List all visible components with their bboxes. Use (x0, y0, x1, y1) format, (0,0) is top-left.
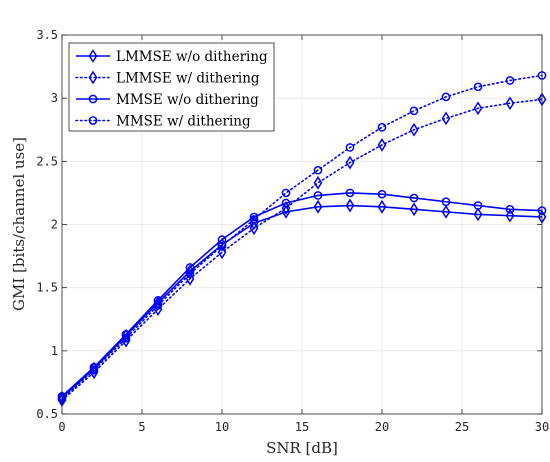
data-point (473, 201, 483, 210)
data-point (217, 245, 227, 260)
y-tick-label: 0.5 (36, 407, 58, 421)
x-tick-label: 10 (215, 420, 229, 434)
data-point (377, 122, 387, 132)
data-point (505, 76, 515, 85)
data-point (345, 143, 355, 152)
x-tick-label: 0 (58, 420, 65, 434)
data-point (441, 204, 451, 219)
x-tick-label: 20 (375, 420, 389, 434)
data-point (345, 198, 355, 213)
data-point (185, 263, 195, 272)
legend-label: MMSE w/o dithering (116, 92, 259, 108)
y-tick-label: 2 (51, 218, 58, 232)
data-point (313, 175, 323, 190)
y-tick-label: 3.5 (36, 28, 58, 42)
data-point (89, 362, 99, 372)
data-point (345, 155, 355, 170)
data-point (121, 330, 131, 339)
axis-ticks: 0 5 10 15 20 25 30 0.5 1 1.5 2 2.5 3 3.5 (36, 28, 549, 434)
data-point (313, 199, 323, 214)
data-point (473, 101, 483, 116)
data-point (505, 208, 515, 223)
legend-entry: LMMSE w/o dithering (76, 49, 268, 65)
data-point (441, 92, 451, 102)
data-point (153, 295, 163, 305)
data-point (281, 188, 291, 198)
data-point (345, 188, 355, 198)
data-point (313, 191, 323, 200)
series-line (61, 74, 543, 400)
x-tick-label: 5 (138, 420, 145, 434)
data-point (89, 365, 99, 375)
data-point (217, 241, 227, 251)
x-axis-label: SNR [dB] (266, 439, 338, 457)
y-tick-label: 1 (51, 344, 58, 358)
data-point (473, 207, 483, 222)
data-point (409, 202, 419, 217)
data-point (121, 333, 131, 343)
series-line (61, 204, 543, 399)
data-point (185, 269, 195, 279)
legend-entry: MMSE w/ dithering (75, 114, 251, 130)
data-point (121, 333, 131, 348)
data-point (153, 301, 163, 310)
y-tick-label: 2.5 (36, 154, 58, 168)
legend-marker (88, 116, 98, 125)
data-point (217, 235, 227, 245)
series-mmse-w-dithering (57, 71, 547, 404)
data-point (249, 221, 259, 236)
y-tick-label: 1.5 (36, 281, 58, 295)
legend-label: LMMSE w/o dithering (116, 49, 268, 65)
legend-label: LMMSE w/ dithering (116, 71, 260, 87)
legend-box (68, 42, 275, 132)
data-point (473, 82, 483, 92)
data-point (377, 199, 387, 214)
data-point (249, 215, 259, 224)
legend-entry: LMMSE w/ dithering (75, 70, 260, 87)
series-layer (57, 71, 547, 408)
data-point (441, 111, 451, 126)
y-axis-label: GMI [bits/channel use] (10, 137, 28, 311)
legend-entry: MMSE w/o dithering (76, 92, 259, 108)
legend-marker (88, 70, 98, 85)
x-tick-label: 30 (535, 420, 549, 434)
y-tick-label: 3 (51, 91, 58, 105)
x-tick-label: 25 (455, 420, 469, 434)
series-line (61, 192, 543, 397)
series-mmse-w-o-dithering (57, 188, 547, 401)
legend-label: MMSE w/ dithering (116, 114, 251, 130)
data-point (281, 198, 291, 208)
data-point (409, 106, 419, 116)
data-point (377, 138, 387, 152)
series-line (61, 98, 543, 401)
legend: LMMSE w/o dithering LMMSE w/ dithering MMS… (68, 42, 275, 132)
data-point (409, 122, 419, 137)
x-tick-label: 15 (295, 420, 309, 434)
data-point (313, 165, 323, 175)
legend-marker (88, 49, 98, 63)
data-point (505, 96, 515, 111)
grid-lines (62, 35, 542, 414)
data-point (505, 204, 515, 214)
data-point (377, 189, 387, 199)
data-point (409, 193, 419, 203)
legend-marker (88, 94, 98, 104)
data-point (441, 197, 451, 207)
